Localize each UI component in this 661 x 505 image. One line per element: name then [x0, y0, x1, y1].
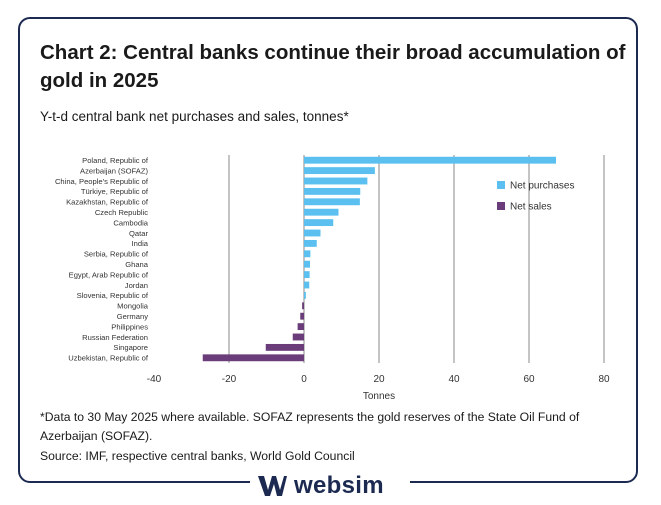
websim-logo-icon [258, 476, 287, 496]
legend-swatch [497, 181, 505, 189]
category-label: India [132, 239, 149, 248]
category-label: Cambodia [113, 218, 148, 227]
x-tick-label: -20 [222, 374, 237, 385]
bar [304, 281, 310, 289]
x-tick-label: -40 [147, 374, 162, 385]
legend-label: Net purchases [510, 181, 574, 192]
category-label: Ghana [125, 260, 149, 269]
x-tick-label: 40 [448, 374, 460, 385]
x-axis-label: Tonnes [363, 391, 395, 402]
bar [302, 302, 304, 310]
category-label: Türkiye, Republic of [81, 187, 149, 196]
bar [304, 260, 310, 268]
bar [304, 239, 317, 247]
x-tick-label: 80 [598, 374, 610, 385]
category-label: Poland, Republic of [82, 156, 149, 165]
footnote: *Data to 30 May 2025 where available. SO… [40, 410, 580, 443]
category-label: Russian Federation [82, 333, 148, 342]
category-label: Uzbekistan, Republic of [68, 354, 149, 363]
bar [304, 156, 556, 164]
category-label: Czech Republic [95, 208, 148, 217]
x-tick-label: 0 [301, 374, 307, 385]
bar [304, 177, 368, 185]
bar [292, 333, 304, 341]
category-label: Azerbaijan (SOFAZ) [80, 166, 148, 175]
category-label: China, People's Republic of [55, 177, 149, 186]
bar [300, 312, 304, 320]
brand-logo: websim [256, 472, 384, 500]
category-label: Philippines [111, 322, 148, 331]
bar [304, 291, 306, 299]
category-label: Slovenia, Republic of [77, 291, 149, 300]
bar [304, 229, 321, 237]
bar [304, 271, 310, 279]
bar [304, 208, 339, 216]
category-label: Serbia, Republic of [84, 250, 149, 259]
bar [304, 167, 375, 175]
brand-name: websim [294, 472, 384, 499]
chart-subtitle: Y-t-d central bank net purchases and sal… [40, 109, 349, 124]
category-label: Singapore [113, 343, 148, 352]
legend-label: Net sales [510, 202, 552, 213]
category-label: Qatar [129, 229, 148, 238]
bar [297, 323, 304, 331]
source-note: Source: IMF, respective central banks, W… [40, 449, 355, 463]
chart-title: Chart 2: Central banks continue their br… [40, 41, 626, 92]
x-tick-label: 20 [373, 374, 385, 385]
chart-frame [18, 17, 638, 483]
category-label: Mongolia [117, 302, 149, 311]
bar [304, 187, 361, 195]
category-label: Germany [117, 312, 148, 321]
bar [304, 250, 311, 258]
legend-swatch [497, 202, 505, 210]
bar [304, 219, 334, 227]
category-label: Egypt, Arab Republic of [69, 270, 149, 279]
bar [304, 198, 360, 206]
bar [265, 343, 304, 351]
x-tick-label: 60 [523, 374, 535, 385]
bar [202, 354, 304, 362]
category-label: Jordan [125, 281, 148, 290]
category-label: Kazakhstan, Republic of [66, 198, 149, 207]
